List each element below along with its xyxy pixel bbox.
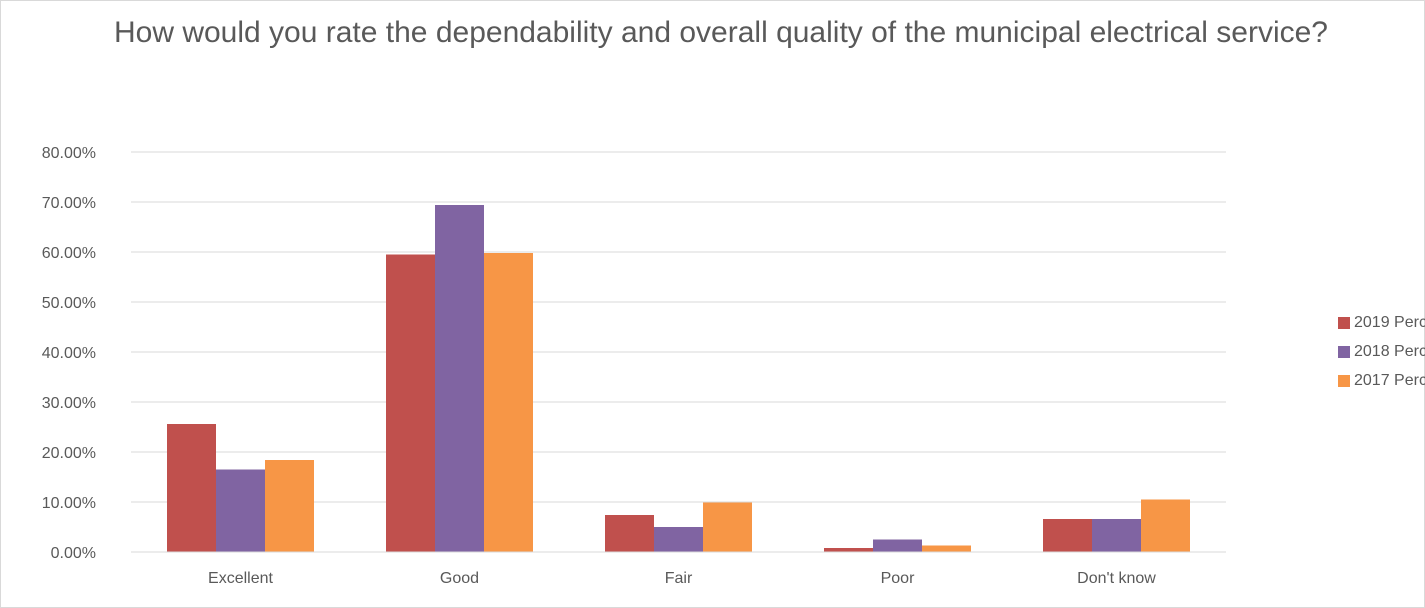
bar-fair-2017-percent [703, 502, 752, 552]
y-tick-label: 0.00% [51, 545, 96, 562]
bars [167, 205, 1190, 552]
legend-label: 2017 Percent [1354, 372, 1425, 389]
bar-excellent-2019-percent [167, 424, 216, 552]
bar-poor-2019-percent [824, 548, 873, 552]
bar-poor-2018-percent [873, 539, 922, 552]
legend-swatch [1338, 317, 1350, 329]
bar-good-2019-percent [386, 254, 435, 552]
legend-label: 2018 Percent [1354, 343, 1425, 360]
legend-swatch [1338, 375, 1350, 387]
y-tick-label: 20.00% [42, 445, 96, 462]
bar-excellent-2018-percent [216, 469, 265, 552]
bar-don-t-know-2019-percent [1043, 519, 1092, 552]
bar-fair-2019-percent [605, 515, 654, 552]
legend-label: 2019 Percent [1354, 314, 1425, 331]
legend-swatch [1338, 346, 1350, 358]
y-tick-label: 80.00% [42, 145, 96, 162]
y-tick-label: 30.00% [42, 395, 96, 412]
y-tick-label: 70.00% [42, 195, 96, 212]
gridlines [131, 151, 1226, 503]
y-tick-label: 40.00% [42, 345, 96, 362]
y-tick-label: 60.00% [42, 245, 96, 262]
chart-title: How would you rate the dependability and… [113, 16, 1328, 49]
bar-don-t-know-2018-percent [1092, 519, 1141, 552]
x-tick-label: Fair [665, 570, 693, 587]
bar-fair-2018-percent [654, 527, 703, 552]
x-tick-label: Poor [881, 570, 915, 587]
bar-poor-2017-percent [922, 545, 971, 552]
bar-good-2018-percent [435, 205, 484, 552]
y-tick-label: 50.00% [42, 295, 96, 312]
y-axis-tick-labels: 0.00% 10.00% 20.00% 30.00% 40.00% 50.00% 60.00… [42, 145, 96, 562]
bar-good-2017-percent [484, 253, 533, 552]
x-tick-label: Excellent [208, 570, 273, 587]
x-axis-tick-labels: Excellent Good Fair Poor Don't know [208, 570, 1156, 587]
bar-don-t-know-2017-percent [1141, 499, 1190, 552]
bar-excellent-2017-percent [265, 460, 314, 552]
x-tick-label: Don't know [1077, 570, 1156, 587]
y-tick-label: 10.00% [42, 495, 96, 512]
x-tick-label: Good [440, 570, 479, 587]
